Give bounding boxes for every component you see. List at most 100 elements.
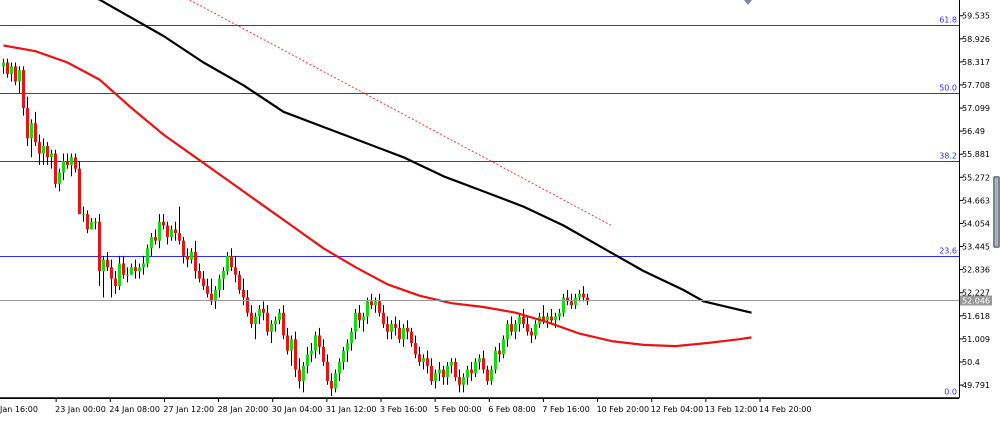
candle-body (238, 274, 241, 290)
time-label: 27 Jan 12:00 (163, 405, 214, 414)
candle (474, 358, 477, 378)
candle-body (314, 335, 317, 351)
candle (390, 320, 393, 340)
candle (178, 206, 181, 245)
candle-body (558, 312, 561, 317)
candle-body (518, 316, 521, 325)
scroll-handle-grip (995, 178, 998, 246)
candle-body (142, 263, 145, 268)
candle-body (234, 267, 237, 275)
time-label: 12 Feb 04:00 (651, 405, 703, 414)
candle (6, 58, 9, 78)
candle (26, 96, 29, 146)
candle-body (58, 172, 61, 184)
candle-body (546, 316, 549, 321)
trend-line[interactable] (176, 0, 612, 226)
candle (122, 255, 125, 279)
candle (142, 255, 145, 275)
candle-body (158, 221, 161, 241)
candle (478, 354, 481, 370)
candle-body (10, 66, 13, 74)
candle (354, 308, 357, 340)
candle (114, 271, 117, 294)
time-label: 3 Feb 16:00 (380, 405, 427, 414)
price-tick-label: 55.272 (962, 173, 990, 182)
candle (398, 320, 401, 344)
candle (62, 153, 65, 181)
moving-average-black[interactable] (60, 0, 752, 314)
candle-body (426, 358, 429, 366)
candle-body (378, 301, 381, 313)
fib-level-label: 38.2 (939, 152, 957, 161)
candle-body (390, 324, 393, 332)
candle (586, 293, 589, 306)
candle-body (498, 350, 501, 355)
candle-body (270, 324, 273, 332)
candle-body (382, 312, 385, 325)
candle-body (98, 221, 101, 272)
candle (326, 354, 329, 385)
candle (262, 301, 265, 321)
candle (246, 289, 249, 317)
scroll-handle-icon[interactable] (993, 176, 1000, 248)
moving-average-red[interactable] (3, 44, 752, 348)
candle (86, 210, 89, 234)
candle-body (62, 161, 65, 173)
candle-body (246, 297, 249, 313)
candle-body (510, 324, 513, 332)
candle-body (366, 301, 369, 317)
candle-body (338, 361, 341, 374)
candle-body (294, 339, 297, 370)
candle-body (110, 267, 113, 279)
candle (138, 263, 141, 279)
candle (50, 149, 53, 169)
candle (534, 320, 537, 340)
candle-body (286, 335, 289, 351)
candle (42, 138, 45, 165)
candle (158, 214, 161, 249)
candle-body (310, 350, 313, 355)
price-tick-label: 51.618 (962, 312, 990, 321)
candle-body (514, 324, 517, 332)
candle (578, 289, 581, 302)
candle-body (302, 365, 305, 381)
candle (406, 320, 409, 340)
candle (90, 217, 93, 230)
candle (30, 119, 33, 158)
candle (282, 305, 285, 340)
candle (490, 365, 493, 385)
price-tick-label: 57.708 (962, 81, 990, 90)
time-label: 31 Jan 12:00 (326, 405, 377, 414)
candle (498, 343, 501, 362)
candle (46, 142, 49, 165)
current-price-label: 52.046 (962, 297, 990, 306)
candle-body (482, 358, 485, 370)
candle-body (134, 267, 137, 272)
candle (454, 358, 457, 381)
price-tick-label: 54.663 (962, 196, 990, 205)
candle-body (586, 297, 589, 302)
candle (342, 346, 345, 370)
candle (98, 214, 101, 287)
candle (438, 361, 441, 381)
candle-body (386, 324, 389, 332)
candle-body (54, 153, 57, 184)
candle-body (146, 248, 149, 264)
candle (250, 305, 253, 328)
time-label: 28 Jan 20:00 (218, 405, 269, 414)
candle-body (346, 343, 349, 351)
candle (254, 312, 257, 340)
chart-shift-marker-icon[interactable] (744, 0, 752, 5)
candle (306, 346, 309, 374)
candle (514, 320, 517, 340)
candle-body (226, 255, 229, 272)
candle-body (210, 293, 213, 302)
candle (462, 373, 465, 393)
candle (34, 111, 37, 146)
candle-body (50, 153, 53, 158)
candle-body (22, 70, 25, 109)
candle (66, 153, 69, 169)
candle (422, 354, 425, 370)
candle-body (554, 316, 557, 321)
fib-level-label: 50.0 (939, 84, 957, 93)
